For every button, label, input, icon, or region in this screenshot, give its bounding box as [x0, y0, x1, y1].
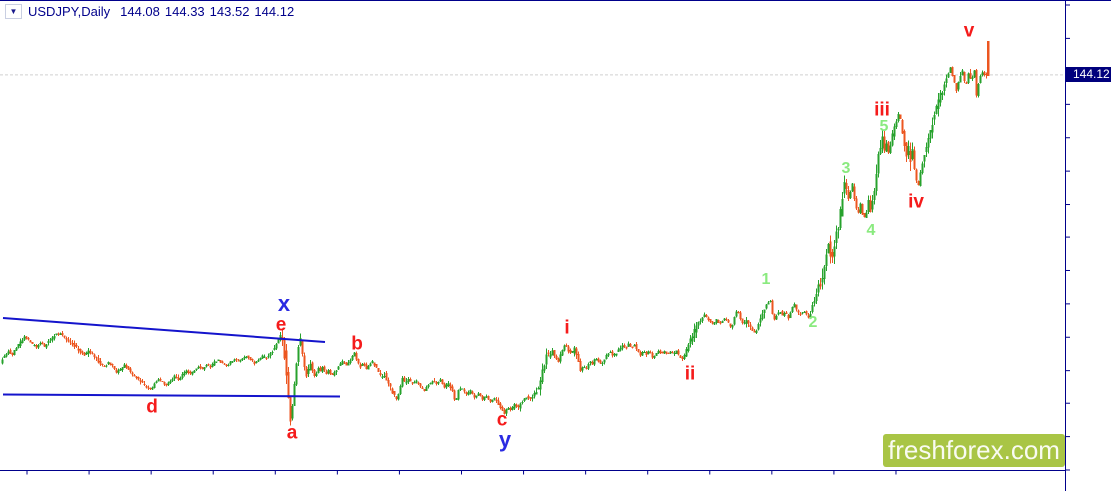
wave-label-b[interactable]: b	[351, 333, 363, 355]
wave-label-c[interactable]: c	[496, 409, 508, 431]
wave-label-x[interactable]: x	[277, 291, 291, 316]
quote-low: 143.52	[209, 4, 250, 19]
wave-label-5[interactable]: 5	[879, 118, 889, 135]
quote-open: 144.08	[120, 4, 160, 19]
wave-label-2[interactable]: 2	[808, 314, 818, 331]
wave-label-i[interactable]: i	[564, 317, 570, 339]
wave-label-3[interactable]: 3	[841, 160, 851, 177]
current-price-badge: 144.12	[1066, 67, 1111, 83]
wave-label-iv[interactable]: iv	[908, 191, 924, 213]
wave-label-4[interactable]: 4	[866, 222, 876, 239]
quote-high: 144.33	[164, 4, 205, 19]
wave-label-e[interactable]: e	[275, 314, 287, 336]
wave-label-v[interactable]: v	[963, 20, 975, 42]
trendline-lower[interactable]	[2, 393, 341, 398]
wave-label-ii[interactable]: ii	[684, 363, 696, 385]
wave-label-a[interactable]: a	[286, 422, 298, 444]
freshforex-watermark: freshforex.com	[883, 434, 1065, 467]
quote-close: 144.12	[254, 4, 295, 19]
quote-info: ▼ USDJPY,Daily 144.08 144.33 143.52 144.…	[5, 4, 299, 19]
x-axis[interactable]: 28 Jan 201926 Apr 201925 Jul 201923 Oct …	[0, 470, 1065, 491]
trendline-upper[interactable]	[2, 317, 326, 343]
last-candle	[987, 40, 990, 76]
wave-label-y[interactable]: y	[498, 427, 512, 452]
candlestick-series	[1, 40, 990, 426]
wave-label-1[interactable]: 1	[761, 271, 771, 288]
symbol-dropdown-arrow-icon[interactable]: ▼	[5, 4, 22, 19]
wave-label-iii[interactable]: iii	[874, 99, 890, 121]
wave-label-d[interactable]: d	[146, 396, 158, 418]
quote-symbol-period: USDJPY,Daily	[28, 4, 111, 19]
